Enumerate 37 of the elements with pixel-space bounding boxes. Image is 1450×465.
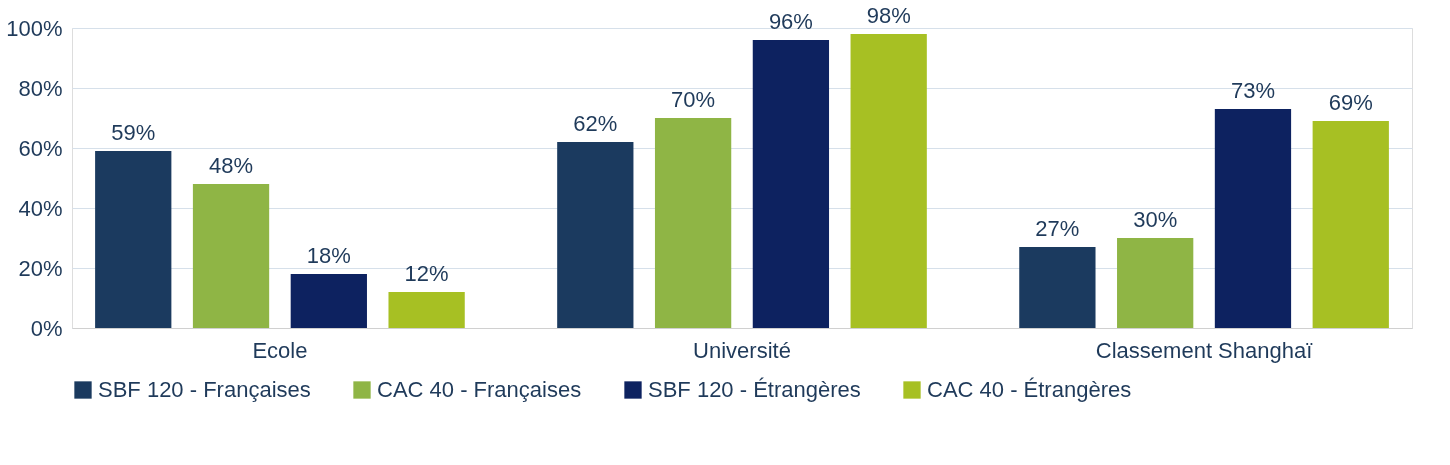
- bar: [557, 142, 634, 328]
- x-tick-label: Ecole: [252, 337, 308, 363]
- bar: [1019, 247, 1096, 328]
- data-label: 12%: [404, 261, 449, 286]
- y-tick-label: 20%: [18, 255, 63, 281]
- data-label: 27%: [1035, 216, 1080, 241]
- data-label: 70%: [671, 87, 716, 112]
- bar: [290, 274, 367, 328]
- data-label: 73%: [1230, 78, 1275, 103]
- legend-label: SBF 120 - Étrangères: [648, 377, 861, 402]
- data-label: 59%: [111, 120, 156, 145]
- x-tick-label: Classement Shanghaï: [1095, 337, 1314, 363]
- data-label: 18%: [306, 243, 351, 268]
- data-label: 62%: [573, 111, 618, 136]
- y-tick-label: 40%: [18, 195, 63, 221]
- bar: [192, 184, 270, 328]
- bar: [1312, 121, 1389, 328]
- bar: [1117, 238, 1194, 328]
- bar: [1214, 109, 1292, 328]
- bar: [654, 118, 732, 328]
- y-tick-label: 0%: [30, 315, 63, 341]
- data-label: 69%: [1328, 90, 1373, 115]
- data-label: 48%: [209, 153, 254, 178]
- data-label: 98%: [866, 3, 911, 28]
- data-label: 30%: [1133, 207, 1178, 232]
- bar: [752, 40, 830, 328]
- y-tick-label: 80%: [18, 75, 63, 101]
- legend-label: CAC 40 - Étrangères: [927, 377, 1132, 402]
- legend-label: SBF 120 - Françaises: [98, 377, 311, 402]
- bar: [850, 34, 927, 328]
- legend-label: CAC 40 - Françaises: [377, 377, 582, 402]
- y-tick-label: 100%: [6, 15, 63, 41]
- bar: [95, 151, 172, 328]
- bar: [388, 292, 465, 328]
- y-tick-label: 60%: [18, 135, 63, 161]
- data-label: 96%: [768, 9, 813, 34]
- x-tick-label: Université: [693, 337, 791, 363]
